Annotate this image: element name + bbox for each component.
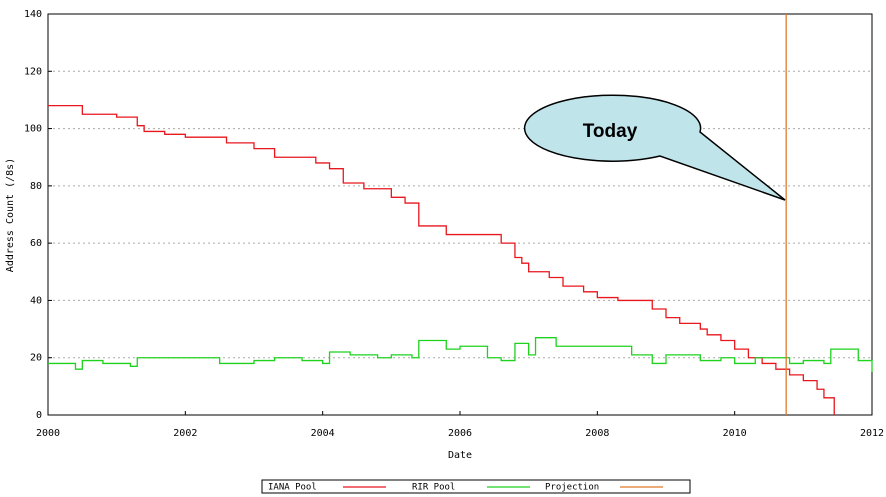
y-tick-label: 100 (24, 124, 42, 135)
y-tick-label: 140 (24, 9, 42, 20)
y-tick-label: 0 (36, 410, 42, 421)
plot: 0 20 40 60 80 100 120 140 2000 2002 2004 2006 2008 20… (24, 9, 884, 493)
series-line (48, 337, 873, 373)
x-tick-label: 2002 (173, 428, 197, 439)
x-axis-label: Date (448, 450, 472, 461)
y-tick-label: 40 (30, 295, 42, 306)
x-tick-label: 2006 (448, 428, 472, 439)
x-tick-label: 2000 (36, 428, 60, 439)
x-tick-label: 2012 (860, 428, 884, 439)
legend-box (261, 479, 691, 494)
x-tick-label: 2010 (723, 428, 747, 439)
y-axis-label: Address Count (/8s) (5, 158, 16, 272)
legend-label: IANA Pool (268, 483, 317, 493)
x-tick-label: 2004 (311, 428, 335, 439)
y-tick-label: 120 (24, 66, 42, 77)
legend-label: Projection (545, 483, 599, 493)
callout-text: Today (583, 121, 638, 142)
x-tick-label: 2008 (585, 428, 609, 439)
y-tick-label: 60 (30, 238, 42, 249)
legend-label: RIR Pool (412, 483, 455, 493)
y-tick-label: 20 (30, 353, 42, 364)
y-tick-label: 80 (30, 181, 42, 192)
series-line (48, 105, 835, 415)
callout (523, 94, 786, 201)
